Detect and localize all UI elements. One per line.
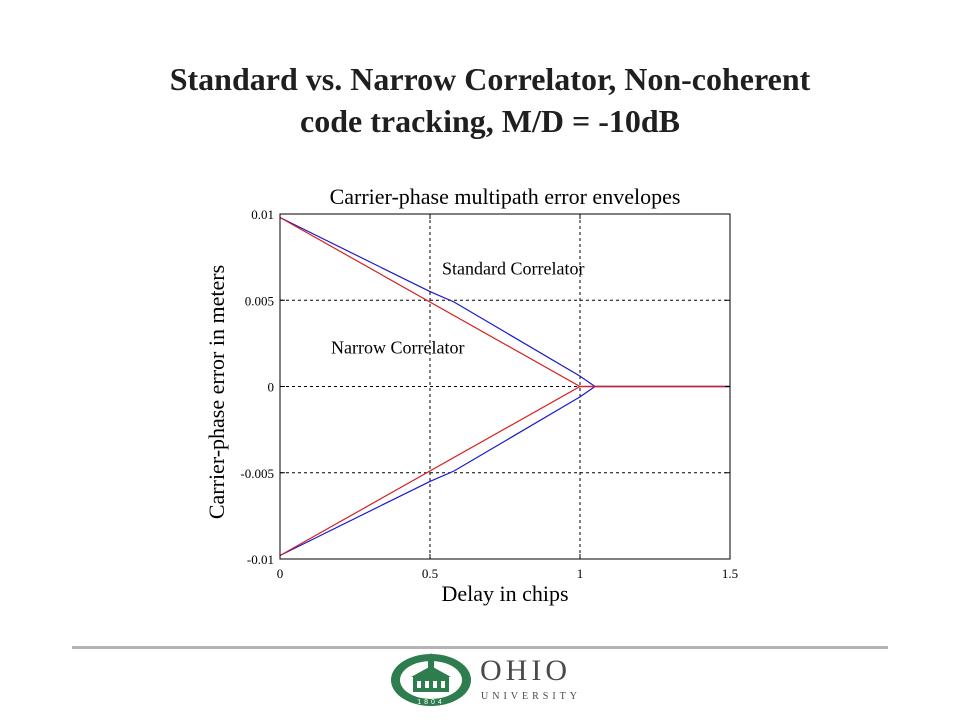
y-tick-label: 0.01	[251, 207, 274, 222]
footer-divider	[72, 646, 888, 649]
seal-year: 1804	[417, 699, 445, 706]
annotation-layer: Standard Correlator Narrow Correlator	[331, 258, 584, 357]
narrow-correlator-upper-envelope	[279, 216, 730, 388]
x-axis-label: Delay in chips	[441, 581, 568, 606]
multipath-chart: Carrier-phase multipath error envelopes …	[204, 184, 738, 606]
x-tick-label: 1	[577, 566, 584, 581]
series-layer	[279, 216, 730, 557]
logo-wordmark: OHIO	[480, 654, 571, 687]
annotation-narrow-correlator: Narrow Correlator	[331, 338, 464, 358]
chart-title: Carrier-phase multipath error envelopes	[330, 184, 681, 209]
slide-title-line-1: Standard vs. Narrow Correlator, Non-cohe…	[169, 61, 811, 97]
y-tick-label: 0.005	[245, 293, 274, 308]
standard-correlator-upper-envelope	[279, 216, 730, 388]
slide-title-line-2: code tracking, M/D = -10dB	[300, 103, 680, 139]
y-tick-label: -0.005	[240, 466, 274, 481]
standard-correlator-lower-envelope	[279, 385, 730, 557]
x-tick-label: 0	[277, 566, 284, 581]
tick-layer: 0 0.5 1 1.5 0.01 0.005 0 -0.005 -0.01	[240, 207, 738, 581]
ohio-university-logo: 1804 OHIO UNIVERSITY	[388, 652, 588, 712]
annotation-standard-correlator: Standard Correlator	[442, 258, 584, 278]
narrow-correlator-lower-envelope	[279, 385, 730, 557]
slide-title: Standard vs. Narrow Correlator, Non-cohe…	[40, 58, 940, 142]
y-axis-label: Carrier-phase error in meters	[204, 265, 229, 519]
y-tick-label: 0	[268, 380, 275, 395]
university-seal-icon: 1804	[391, 653, 471, 706]
x-tick-label: 0.5	[422, 566, 438, 581]
y-tick-label: -0.01	[247, 552, 274, 567]
x-tick-label: 1.5	[722, 566, 738, 581]
logo-subtext: UNIVERSITY	[481, 691, 581, 702]
